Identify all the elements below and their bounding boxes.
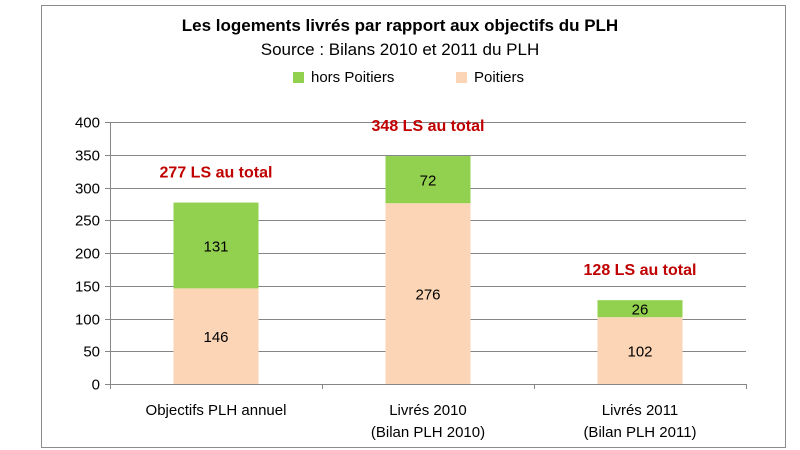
data-label: 276 bbox=[415, 287, 440, 304]
y-tick-label: 400 bbox=[75, 115, 100, 132]
y-tick-label: 200 bbox=[75, 246, 100, 263]
y-tick-label: 150 bbox=[75, 279, 100, 296]
bar-hors-poitiers bbox=[173, 202, 259, 289]
x-category-label: Objectifs PLH annuel bbox=[146, 402, 287, 419]
y-tick-label: 100 bbox=[75, 312, 100, 329]
legend-label-hors-poitiers: hors Poitiers bbox=[311, 69, 395, 86]
data-label: 146 bbox=[203, 329, 228, 346]
total-label: 277 LS au total bbox=[160, 165, 273, 182]
legend-item-hors-poitiers: hors Poitiers bbox=[293, 69, 394, 86]
x-category-label: Livrés 2010 bbox=[389, 402, 467, 419]
x-category-label: (Bilan PLH 2010) bbox=[371, 424, 485, 441]
bar-hors-poitiers bbox=[385, 156, 471, 204]
y-tick-label: 0 bbox=[92, 377, 100, 394]
y-tick-label: 250 bbox=[75, 213, 100, 230]
data-label: 72 bbox=[420, 173, 437, 190]
y-tick-label: 350 bbox=[75, 148, 100, 165]
legend: hors Poitiers Poitiers bbox=[0, 69, 800, 91]
chart-subtitle: Source : Bilans 2010 et 2011 du PLH bbox=[260, 40, 540, 59]
total-label: 348 LS au total bbox=[372, 118, 485, 135]
chart-title: Les logements livrés par rapport aux obj… bbox=[181, 16, 619, 35]
x-category-label: Livrés 2011 bbox=[602, 402, 678, 419]
total-label: 128 LS au total bbox=[584, 262, 697, 279]
bar-hors-poitiers bbox=[597, 300, 683, 318]
y-tick-label: 50 bbox=[83, 344, 100, 361]
data-label: 102 bbox=[627, 344, 652, 361]
legend-swatch-hors-poitiers bbox=[293, 72, 304, 83]
legend-label-poitiers: Poitiers bbox=[474, 69, 525, 86]
bar-poitiers bbox=[385, 203, 471, 384]
bar-poitiers bbox=[597, 317, 683, 384]
legend-swatch-poitiers bbox=[456, 72, 467, 83]
x-category-label: (Bilan PLH 2011) bbox=[583, 424, 696, 441]
y-tick-label: 300 bbox=[75, 181, 100, 198]
legend-item-poitiers: Poitiers bbox=[456, 69, 524, 86]
data-label: 131 bbox=[203, 238, 228, 255]
bar-poitiers bbox=[173, 288, 259, 384]
data-label: 26 bbox=[632, 302, 649, 319]
